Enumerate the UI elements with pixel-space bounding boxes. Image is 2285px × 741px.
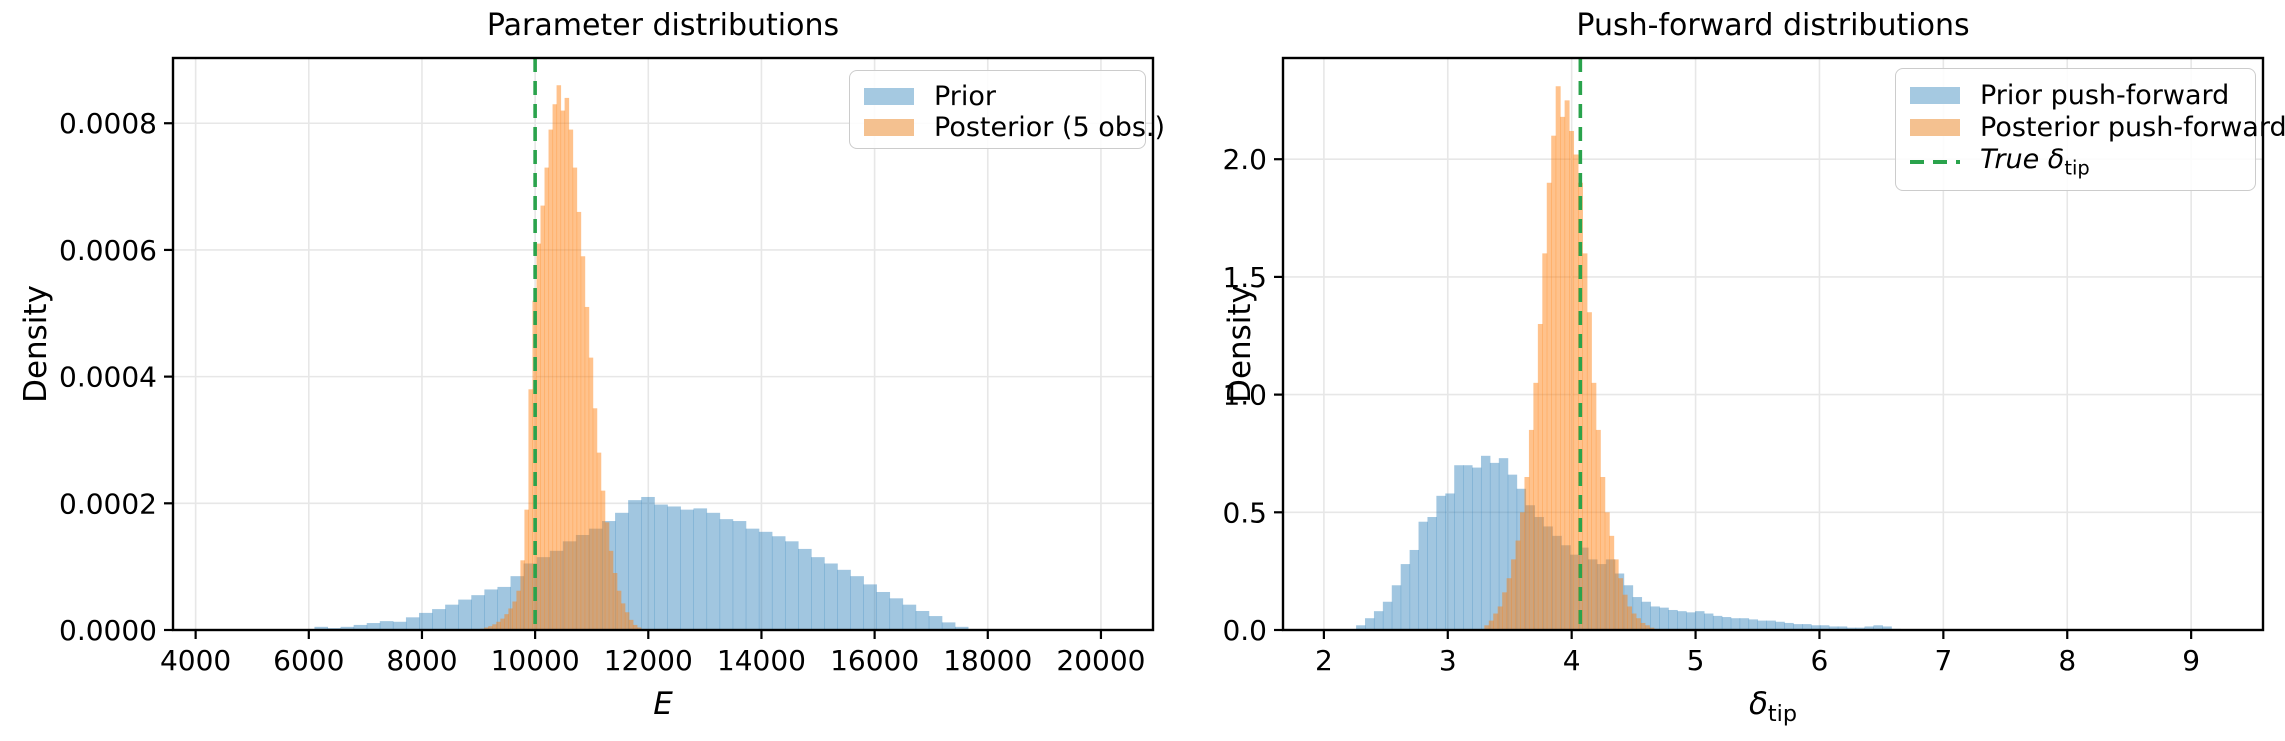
svg-text:3: 3	[1439, 644, 1457, 677]
svg-text:4: 4	[1563, 644, 1581, 677]
svg-text:5: 5	[1687, 644, 1705, 677]
legend-item-prior-push-forward: Prior push-forward	[1910, 80, 2237, 111]
svg-text:1.0: 1.0	[1222, 379, 1267, 412]
legend-label-posterior-push-forward: Posterior push-forward	[1980, 111, 2285, 143]
svg-text:6000: 6000	[273, 644, 344, 677]
svg-text:0.0004: 0.0004	[59, 361, 157, 394]
right-x-axis-label: δtip	[1573, 686, 1973, 727]
left-x-axis-label-text: E	[653, 686, 673, 722]
posterior-push-forward-swatch-icon	[1910, 118, 1960, 136]
dashed-line-swatch-icon	[1910, 159, 1960, 164]
left-plot-title: Parameter distributions	[486, 8, 840, 43]
svg-text:14000: 14000	[717, 644, 806, 677]
left-legend: Prior Posterior (5 obs.)	[849, 70, 1165, 149]
svg-text:18000: 18000	[943, 644, 1032, 677]
svg-text:9: 9	[2182, 644, 2200, 677]
right-x-axis-label-text: δ	[1748, 686, 1768, 722]
svg-text:10000: 10000	[491, 644, 580, 677]
left-x-axis-label: E	[463, 686, 863, 727]
prior-push-forward-swatch-icon	[1910, 86, 1960, 104]
svg-text:20000: 20000	[1056, 644, 1145, 677]
svg-text:8: 8	[2058, 644, 2076, 677]
svg-text:2: 2	[1315, 644, 1333, 677]
svg-text:0.0008: 0.0008	[59, 107, 157, 140]
legend-item-posterior: Posterior (5 obs.)	[864, 112, 1165, 143]
prior-swatch-icon	[864, 88, 914, 105]
legend-label-posterior: Posterior (5 obs.)	[934, 112, 1166, 143]
left-y-axis-label: Density	[18, 285, 54, 403]
svg-text:4000: 4000	[160, 644, 231, 677]
legend-label-prior: Prior	[934, 81, 997, 112]
right-legend: Prior push-forward Posterior push-forwar…	[1895, 68, 2285, 191]
posterior-swatch-icon	[864, 119, 914, 136]
legend-item-true-delta-tip: True δtip	[1910, 144, 2237, 179]
legend-item-posterior-push-forward: Posterior push-forward	[1910, 112, 2285, 143]
right-plot-title: Push-forward distributions	[1576, 8, 1970, 43]
right-y-axis-label: Density	[1222, 285, 1258, 403]
svg-text:0.0000: 0.0000	[59, 614, 157, 647]
svg-text:0.0002: 0.0002	[59, 487, 157, 520]
right-x-axis-label-subscript: tip	[1767, 701, 1798, 728]
legend-label-true-delta-tip: True δtip	[1980, 144, 2090, 180]
svg-text:7: 7	[1934, 644, 1952, 677]
svg-text:6: 6	[1811, 644, 1829, 677]
svg-text:1.5: 1.5	[1222, 261, 1267, 294]
svg-text:8000: 8000	[386, 644, 457, 677]
svg-text:12000: 12000	[604, 644, 693, 677]
legend-item-prior: Prior	[864, 81, 1127, 112]
legend-label-prior-push-forward: Prior push-forward	[1980, 79, 2230, 111]
svg-text:2.0: 2.0	[1222, 143, 1267, 176]
svg-text:16000: 16000	[830, 644, 919, 677]
svg-text:0.0: 0.0	[1222, 614, 1267, 647]
svg-text:0.0006: 0.0006	[59, 234, 157, 267]
svg-text:0.5: 0.5	[1222, 496, 1267, 529]
